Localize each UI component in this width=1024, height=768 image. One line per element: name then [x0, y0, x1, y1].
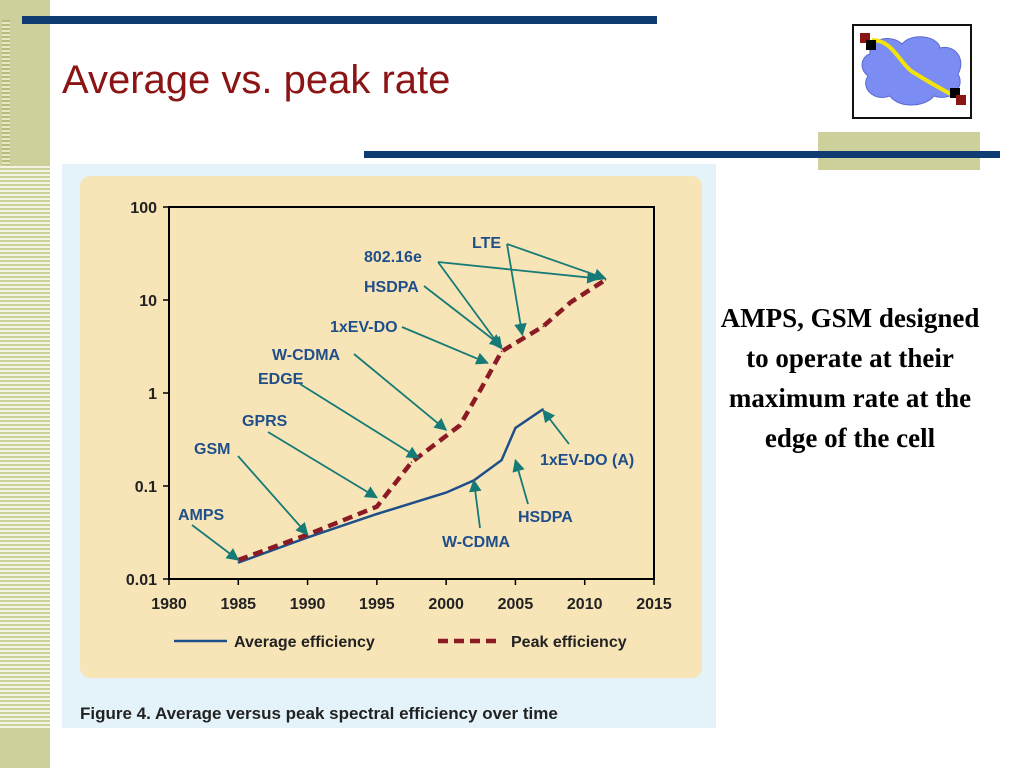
y-tick-label-0: 100: [130, 200, 157, 217]
peak-annotation-arrow-1: [237, 455, 309, 536]
slide-note: AMPS, GSM designed to operate at their m…: [720, 303, 980, 453]
endpoint-marker-top-b: [866, 40, 876, 50]
average-point-3: [445, 491, 447, 494]
figure-caption: Figure 4. Average versus peak spectral e…: [80, 704, 558, 723]
plot-area: [168, 206, 655, 580]
peak-annotation-arrow-5: [401, 326, 489, 365]
endpoint-marker-top-a: [860, 33, 870, 43]
x-tick-label-1: 1985: [220, 596, 256, 613]
slide-title: Average vs. peak rate: [62, 58, 451, 102]
logo-box: [852, 24, 972, 119]
middle-rule: [364, 151, 1000, 158]
peak-point-7: [542, 325, 544, 328]
y-tick-label-3: 0.1: [135, 479, 157, 496]
peak-annotation-arrow-7: [437, 261, 600, 284]
y-tick-label-1: 10: [139, 293, 157, 310]
average-point-7: [542, 408, 544, 410]
peak-annotation-arrow-2: [267, 431, 378, 499]
vertical-accent-bar: [40, 20, 50, 165]
peak-annotation-label-1: GSM: [194, 441, 230, 458]
legend-peak-label: Peak efficiency: [511, 634, 627, 651]
peak-annotation-label-2: GPRS: [242, 413, 288, 430]
peak-annotation-extra-arrow-1: [506, 243, 607, 281]
average-point-5: [500, 459, 503, 461]
peak-annotation-label-3: EDGE: [258, 371, 304, 388]
average-annotation-label-0: W-CDMA: [442, 534, 511, 551]
average-point-6: [514, 427, 517, 429]
peak-annotation-label-8: LTE: [472, 235, 501, 252]
average-annotation-arrow-0: [469, 479, 482, 529]
average-point-2: [376, 513, 378, 515]
peak-annotation-label-6: HSDPA: [364, 279, 419, 296]
x-tick-label-5: 2005: [498, 596, 534, 613]
x-tick-label-0: 1980: [151, 596, 187, 613]
average-annotation-label-2: 1xEV-DO (A): [540, 452, 634, 469]
x-tick-label-3: 1995: [359, 596, 395, 613]
peak-annotation-arrow-8: [506, 243, 527, 337]
peak-annotation-label-0: AMPS: [178, 507, 225, 524]
peak-annotation-label-4: W-CDMA: [272, 347, 341, 364]
top-rule: [22, 16, 657, 24]
peak-point-8: [570, 301, 572, 303]
legend-average-label: Average efficiency: [234, 634, 375, 651]
peak-annotation-label-5: 1xEV-DO: [330, 319, 398, 336]
peak-annotation-arrow-6: [423, 285, 503, 347]
endpoint-marker-bottom-a: [950, 88, 960, 98]
y-tick-label-2: 1: [148, 386, 157, 403]
x-tick-label-7: 2015: [636, 596, 672, 613]
y-tick-label-4: 0.01: [126, 572, 157, 589]
x-tick-label-6: 2010: [567, 596, 603, 613]
average-point-0: [237, 561, 240, 564]
average-annotation-arrow-1: [512, 458, 529, 505]
y-axis-ticks: 100 10 1 0.1 0.01: [126, 200, 169, 589]
peak-efficiency-line: [237, 277, 607, 563]
peak-annotation-arrow-3: [299, 383, 420, 459]
network-cloud-icon: [860, 33, 966, 106]
peak-point-6: [500, 350, 503, 353]
peak-point-2: [376, 505, 378, 508]
peak-point-5: [479, 388, 482, 390]
chart-legend: Average efficiency Peak efficiency: [174, 634, 627, 651]
average-annotation-arrow-2: [542, 409, 570, 445]
peak-point-4: [459, 424, 461, 427]
endpoint-marker-bottom-b: [956, 95, 966, 105]
x-tick-label-2: 1990: [290, 596, 326, 613]
chart-annotations: AMPS GSM GPRS EDGE W-CDMA 1xEV-DO HSDPA 802.16e…: [178, 235, 634, 561]
x-tick-label-4: 2000: [428, 596, 464, 613]
peak-annotation-arrow-4: [353, 353, 448, 431]
x-axis-ticks: 1980 1985 1990 1995 2000 2005 2010 2015: [151, 579, 672, 613]
average-efficiency-line: [237, 408, 544, 564]
peak-annotation-label-7: 802.16e: [364, 249, 422, 266]
cloud-path-line: [871, 38, 955, 98]
top-left-block-stripes: [2, 20, 10, 165]
bottom-left-block: [0, 730, 50, 768]
peak-annotation-extra-arrow-0: [437, 261, 503, 350]
peak-point-3: [410, 461, 413, 464]
chart-figure: 100 10 1 0.1 0.01 1980 1985 1990 1995 2000 2005 20…: [80, 176, 702, 723]
average-point-1: [306, 536, 309, 539]
average-annotation-label-1: HSDPA: [518, 509, 573, 526]
peak-annotation-arrow-0: [191, 524, 240, 561]
